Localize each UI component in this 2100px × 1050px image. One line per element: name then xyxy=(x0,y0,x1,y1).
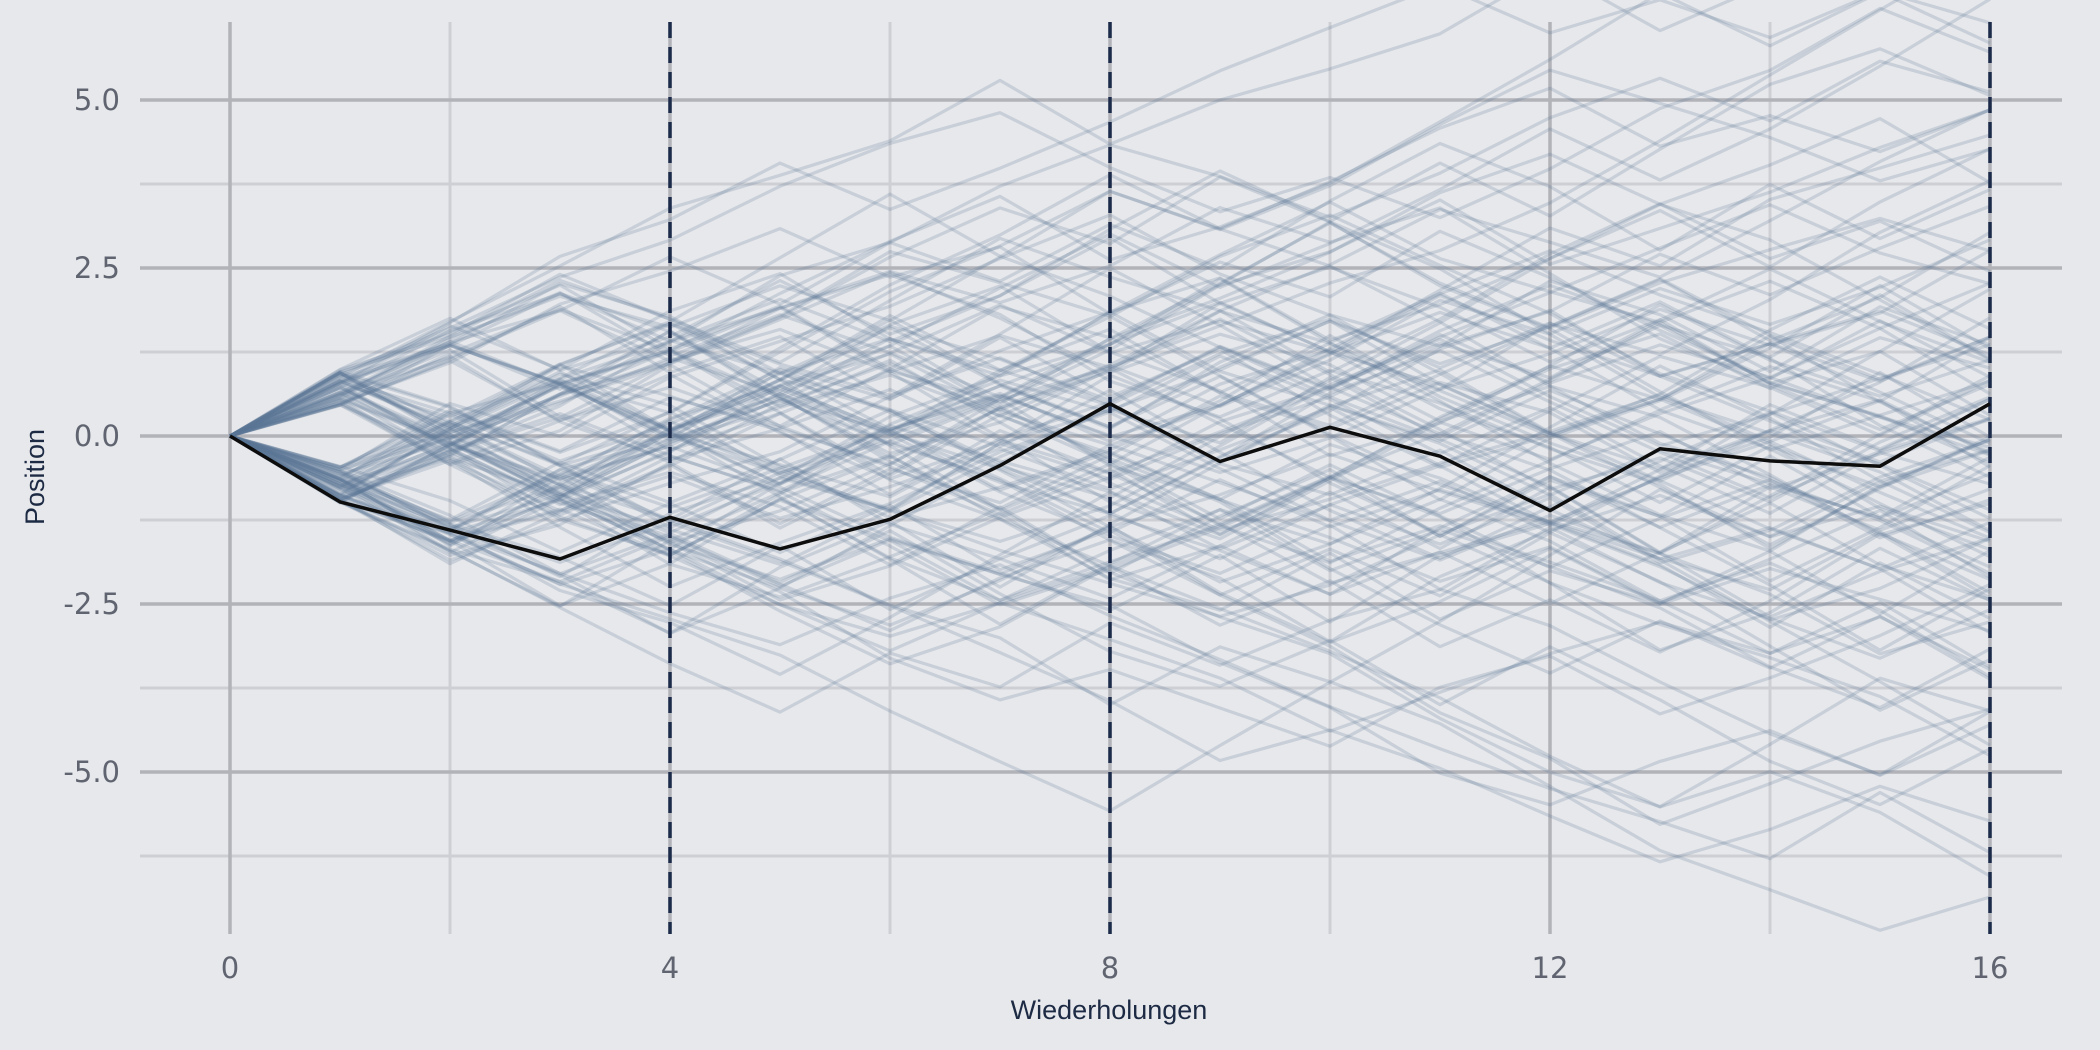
background-path xyxy=(229,434,1991,878)
background-path xyxy=(229,6,1991,438)
x-tick-label: 8 xyxy=(1101,951,1119,985)
y-tick-labels: 5.0 2.5 0.0 -2.5 -5.0 xyxy=(63,83,120,789)
background-path xyxy=(229,434,1991,861)
x-tick-label: 4 xyxy=(661,951,679,985)
grid xyxy=(140,22,2062,934)
y-tick-label: 5.0 xyxy=(74,83,120,117)
background-path xyxy=(229,398,1991,827)
y-axis-title: Position xyxy=(20,429,50,525)
background-path xyxy=(229,391,1991,748)
background-path xyxy=(229,300,1991,557)
background-path xyxy=(229,309,1991,553)
background-path xyxy=(229,354,1991,605)
background-path xyxy=(229,116,1991,438)
background-path xyxy=(229,317,1991,504)
background-path xyxy=(229,250,1991,595)
y-tick-label: 2.5 xyxy=(74,251,120,285)
background-path xyxy=(229,220,1991,497)
background-path xyxy=(229,403,1991,733)
y-tick-label: -2.5 xyxy=(63,587,120,621)
y-tick-label: -5.0 xyxy=(63,755,120,789)
background-path xyxy=(229,349,1991,590)
background-path xyxy=(229,298,1991,533)
x-tick-labels: 0 4 8 12 16 xyxy=(221,951,2009,985)
background-path xyxy=(229,364,1991,626)
background-path xyxy=(229,59,1991,438)
background-path xyxy=(229,434,1991,676)
highlight-path xyxy=(229,401,1991,561)
background-path xyxy=(229,0,1901,471)
background-path xyxy=(229,192,1991,474)
background-path xyxy=(229,434,1991,644)
background-path xyxy=(229,363,1991,536)
x-tick-label: 0 xyxy=(221,951,239,985)
y-tick-label: 0.0 xyxy=(74,419,120,453)
background-path xyxy=(229,434,1991,606)
x-tick-label: 12 xyxy=(1532,951,1569,985)
background-path xyxy=(229,175,1991,502)
background-path xyxy=(229,277,1991,495)
background-path xyxy=(229,374,1991,562)
background-path xyxy=(229,0,1735,438)
background-path xyxy=(229,216,1991,469)
background-path xyxy=(229,189,1991,537)
highlight-series xyxy=(229,401,1991,561)
background-path xyxy=(229,213,1991,453)
x-axis-title: Wiederholungen xyxy=(1011,995,1208,1025)
background-path xyxy=(229,308,1991,516)
background-path xyxy=(229,370,1991,666)
reference-lines xyxy=(668,22,1992,934)
background-path xyxy=(229,108,1991,547)
background-path xyxy=(229,434,1991,653)
background-path xyxy=(229,265,1991,489)
background-path xyxy=(229,354,1991,566)
background-path xyxy=(229,275,1991,558)
background-path xyxy=(229,213,1991,512)
background-path xyxy=(229,303,1991,537)
background-path xyxy=(229,366,1991,583)
background-path xyxy=(229,266,1991,562)
background-path xyxy=(229,249,1991,447)
background-path xyxy=(229,307,1991,528)
x-tick-label: 16 xyxy=(1972,951,2009,985)
background-path xyxy=(229,227,1991,438)
background-path xyxy=(229,338,1991,561)
background-path xyxy=(229,206,1991,469)
background-path xyxy=(229,68,1991,496)
background-path xyxy=(229,412,1991,652)
background-path xyxy=(229,133,1991,487)
